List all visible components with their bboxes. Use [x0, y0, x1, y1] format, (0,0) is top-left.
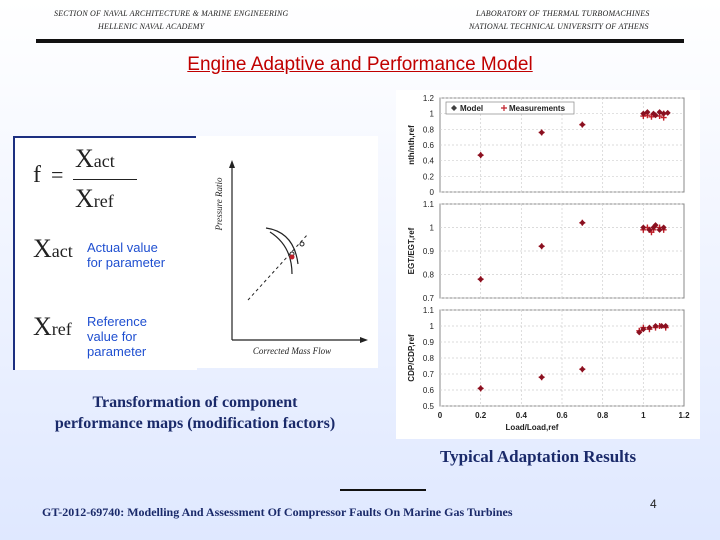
- model-point: [662, 323, 669, 329]
- y-tick-label: 0.4: [423, 157, 435, 166]
- x-tick-label: 0.2: [475, 411, 487, 420]
- formula-panel: f = Xact Xref Xact Actual value for param…: [13, 136, 197, 370]
- slide-title: Engine Adaptive and Performance Model: [187, 54, 533, 75]
- y-tick-label: 1: [430, 322, 435, 331]
- y-tick-label: 0.5: [423, 402, 435, 411]
- model-point: [652, 323, 659, 329]
- adaptation-results-chart: 1.2 1 0.8 0.6 0.4 0.2 0 nth/nth,ref Model Measure…: [407, 94, 690, 432]
- model-point: [538, 129, 545, 136]
- model-point: [658, 323, 665, 329]
- model-point: [636, 329, 643, 336]
- y-tick-label: 0.9: [423, 247, 435, 256]
- model-point: [477, 385, 484, 392]
- y-axis-label: nth/nth,ref: [407, 125, 416, 165]
- legend-box: [445, 101, 575, 115]
- model-point: [656, 109, 663, 116]
- y-tick-label: 0.7: [423, 294, 435, 303]
- formula-fraction-bar: [73, 179, 137, 180]
- formula-denominator: Xref: [75, 184, 114, 213]
- map-xlabel: Corrected Mass Flow: [253, 346, 331, 356]
- xact-description: Actual value for parameter: [87, 240, 166, 270]
- y-tick-label: 1.1: [423, 306, 435, 315]
- adaptation-results-panel: 1.2 1 0.8 0.6 0.4 0.2 0 nth/nth,ref Model Measure…: [396, 90, 700, 439]
- model-point: [477, 276, 484, 283]
- x-tick-label: 0: [438, 411, 443, 420]
- model-point: [644, 109, 651, 116]
- header-left-line2: HELLENIC NAVAL ACADEMY: [98, 22, 205, 31]
- model-point: [660, 110, 667, 117]
- y-tick-label: 0: [430, 188, 435, 197]
- x-tick-label: 1: [641, 411, 646, 420]
- y-axis-label: CDP/CDP,ref: [407, 334, 416, 382]
- model-point: [477, 152, 484, 159]
- model-point: [538, 374, 545, 381]
- model-point: [538, 243, 545, 250]
- x-tick-label: 1.2: [678, 411, 690, 420]
- model-point: [660, 224, 667, 231]
- xref-symbol: Xref: [33, 312, 72, 341]
- compressor-map-svg: Pressure Ratio Corrected Mass Flow: [214, 160, 368, 356]
- y-tick-label: 0.7: [423, 370, 435, 379]
- model-point: [656, 226, 663, 233]
- legend-measurements-label: Measurements: [509, 104, 566, 113]
- legend-measurements-marker: [501, 105, 507, 111]
- right-caption: Typical Adaptation Results: [440, 447, 637, 466]
- model-point: [640, 224, 647, 231]
- model-point: [646, 226, 653, 233]
- formula-numerator: Xact: [75, 144, 115, 173]
- y-tick-label: 0.8: [423, 271, 435, 280]
- y-tick-label: 0.6: [423, 141, 435, 150]
- footer-rule: [340, 489, 426, 491]
- formula-equals: =: [51, 162, 64, 187]
- formula-f: f: [33, 162, 41, 188]
- header-right-line1: LABORATORY OF THERMAL TURBOMACHINES: [476, 9, 650, 18]
- x-tick-label: 0.4: [516, 411, 528, 420]
- x-tick-label: 0.6: [556, 411, 568, 420]
- legend-model-label: Model: [460, 104, 483, 113]
- header-right-line2: NATIONAL TECHNICAL UNIVERSITY OF ATHENS: [469, 22, 649, 31]
- model-point: [579, 121, 586, 128]
- model-point: [640, 326, 647, 333]
- y-tick-label: 1: [430, 224, 435, 233]
- footer-citation: GT-2012-69740: Modelling And Assessment …: [42, 505, 513, 519]
- map-transform-dashed-line: [247, 233, 309, 301]
- map-y-arrow: [229, 160, 235, 168]
- y-tick-label: 0.2: [423, 172, 435, 181]
- map-x-arrow: [360, 337, 368, 343]
- model-point: [652, 112, 659, 119]
- map-operating-point: [289, 254, 295, 260]
- map-ylabel: Pressure Ratio: [214, 177, 224, 232]
- map-shifted-point: [299, 241, 305, 247]
- y-tick-label: 1.2: [423, 94, 435, 103]
- model-point: [646, 324, 653, 331]
- map-speed-line-upper: [265, 227, 299, 265]
- map-speed-line-lower: [269, 231, 293, 275]
- model-point: [579, 366, 586, 373]
- xref-description: Reference value for parameter: [87, 314, 147, 359]
- y-tick-label: 0.8: [423, 354, 435, 363]
- left-caption: Transformation of component performance m…: [54, 394, 336, 432]
- x-axis-label: Load/Load,ref: [506, 423, 559, 432]
- y-tick-label: 1: [430, 110, 435, 119]
- model-point: [664, 109, 671, 116]
- compressor-map-schematic: Pressure Ratio Corrected Mass Flow: [196, 136, 378, 368]
- model-point: [652, 222, 659, 229]
- y-tick-label: 0.8: [423, 125, 435, 134]
- header-left-line1: SECTION OF NAVAL ARCHITECTURE & MARINE E…: [54, 9, 289, 18]
- page-number: 4: [650, 497, 657, 511]
- y-tick-label: 1.1: [423, 200, 435, 209]
- xact-symbol: Xact: [33, 234, 73, 263]
- y-axis-label: EGT/EGT,ref: [407, 227, 416, 274]
- measurement-point: [648, 113, 655, 120]
- x-tick-label: 0.8: [597, 411, 609, 420]
- legend-model-marker: [451, 105, 457, 111]
- header-rule: [36, 39, 684, 43]
- y-tick-label: 0.9: [423, 338, 435, 347]
- model-point: [579, 219, 586, 226]
- y-tick-label: 0.6: [423, 386, 435, 395]
